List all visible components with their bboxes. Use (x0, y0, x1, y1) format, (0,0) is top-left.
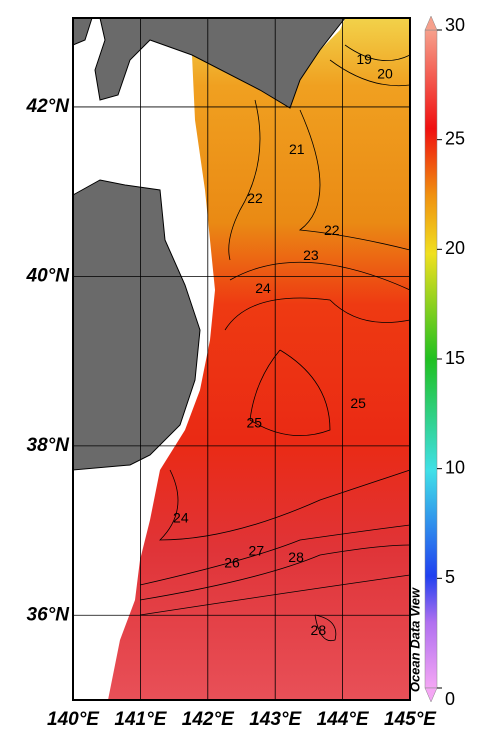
colorbar (424, 29, 438, 689)
y-tick-label: 38°N (27, 435, 71, 456)
x-tick-label: 141°E (114, 709, 167, 730)
contour-label: 27 (249, 542, 265, 558)
colorbar-tick-label: 10 (445, 457, 465, 477)
y-tick-label: 36°N (27, 604, 71, 625)
y-tick-label: 40°N (26, 265, 71, 286)
contour-label: 25 (350, 395, 366, 411)
colorbar-tick-label: 30 (445, 15, 465, 35)
contour-label: 24 (173, 509, 189, 525)
contour-label: 19 (356, 51, 372, 67)
map-frame (72, 17, 411, 701)
colorbar-tick-label: 5 (445, 567, 455, 587)
contour-label: 23 (303, 247, 319, 263)
x-tick-label: 145°E (384, 709, 437, 730)
colorbar-cap (424, 687, 438, 703)
y-tick-label: 42°N (26, 96, 71, 117)
x-tick-label: 144°E (317, 709, 370, 730)
colorbar-cap (424, 15, 438, 31)
temperature-field (108, 18, 411, 700)
contour-label: 26 (224, 554, 240, 570)
x-tick-label: 140°E (47, 709, 100, 730)
contour-label: 28 (288, 549, 304, 565)
colorbar-tick-label: 0 (445, 689, 455, 709)
land (72, 17, 347, 471)
contour-label: 20 (377, 65, 393, 81)
watermark: Ocean Data View (407, 587, 422, 692)
contour-label: 21 (289, 141, 305, 157)
contour-label: 22 (247, 190, 263, 206)
colorbar-tick-label: 15 (445, 348, 465, 368)
contour-label: 22 (324, 222, 340, 238)
x-tick-label: 143°E (249, 709, 302, 730)
colorbar-tick-label: 20 (445, 238, 465, 258)
contour-label: 24 (255, 280, 271, 296)
contour-label: 28 (311, 622, 327, 638)
colorbar-tick-label: 25 (445, 128, 465, 148)
x-tick-label: 142°E (182, 709, 235, 730)
contour-label: 25 (247, 415, 263, 431)
